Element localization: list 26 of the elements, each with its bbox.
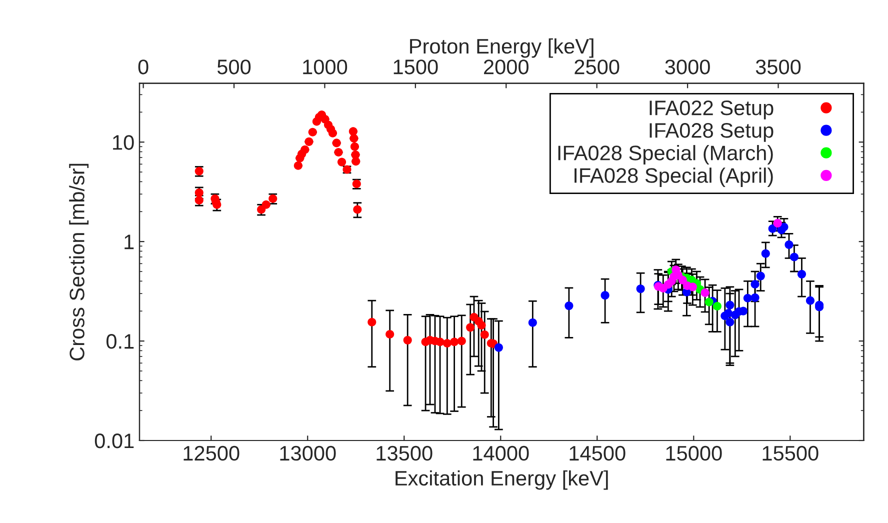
y-tick-label: 10 xyxy=(113,135,134,150)
x-tick-label: 14000 xyxy=(473,446,529,461)
x-tick-label: 14500 xyxy=(570,446,626,461)
x2-tick-label: 0 xyxy=(138,60,148,74)
x-tick-label: 13000 xyxy=(280,446,336,461)
x2-tick-label: 3500 xyxy=(756,60,801,74)
y-tick-label: 0.1 xyxy=(106,334,134,349)
legend-label: IFA022 Setup xyxy=(650,100,774,120)
legend-label: IFA028 Special (April) xyxy=(574,168,773,188)
legend-label: IFA028 Special (March) xyxy=(558,145,773,164)
x-tick-label: 12500 xyxy=(184,446,240,461)
x2-tick-label: 3000 xyxy=(665,60,710,74)
x2-axis-title: Proton Energy [keV] xyxy=(410,38,594,58)
x-tick-label: 15500 xyxy=(762,446,818,461)
y-tick-label: 0.01 xyxy=(94,434,134,448)
y-tick-label: 1 xyxy=(124,234,134,250)
y-axis-title: Cross Section [mb/sr] xyxy=(69,164,89,360)
x2-tick-label: 2500 xyxy=(574,60,620,74)
x2-tick-label: 1000 xyxy=(303,60,348,74)
x2-tick-label: 500 xyxy=(217,60,251,74)
x-tick-label: 13500 xyxy=(376,446,432,461)
x2-tick-label: 1500 xyxy=(394,60,438,74)
x-axis-title: Excitation Energy [keV] xyxy=(396,470,608,490)
x-tick-label: 15000 xyxy=(666,446,722,461)
legend-label: IFA028 Setup xyxy=(650,123,774,142)
x2-tick-label: 2000 xyxy=(484,60,528,74)
